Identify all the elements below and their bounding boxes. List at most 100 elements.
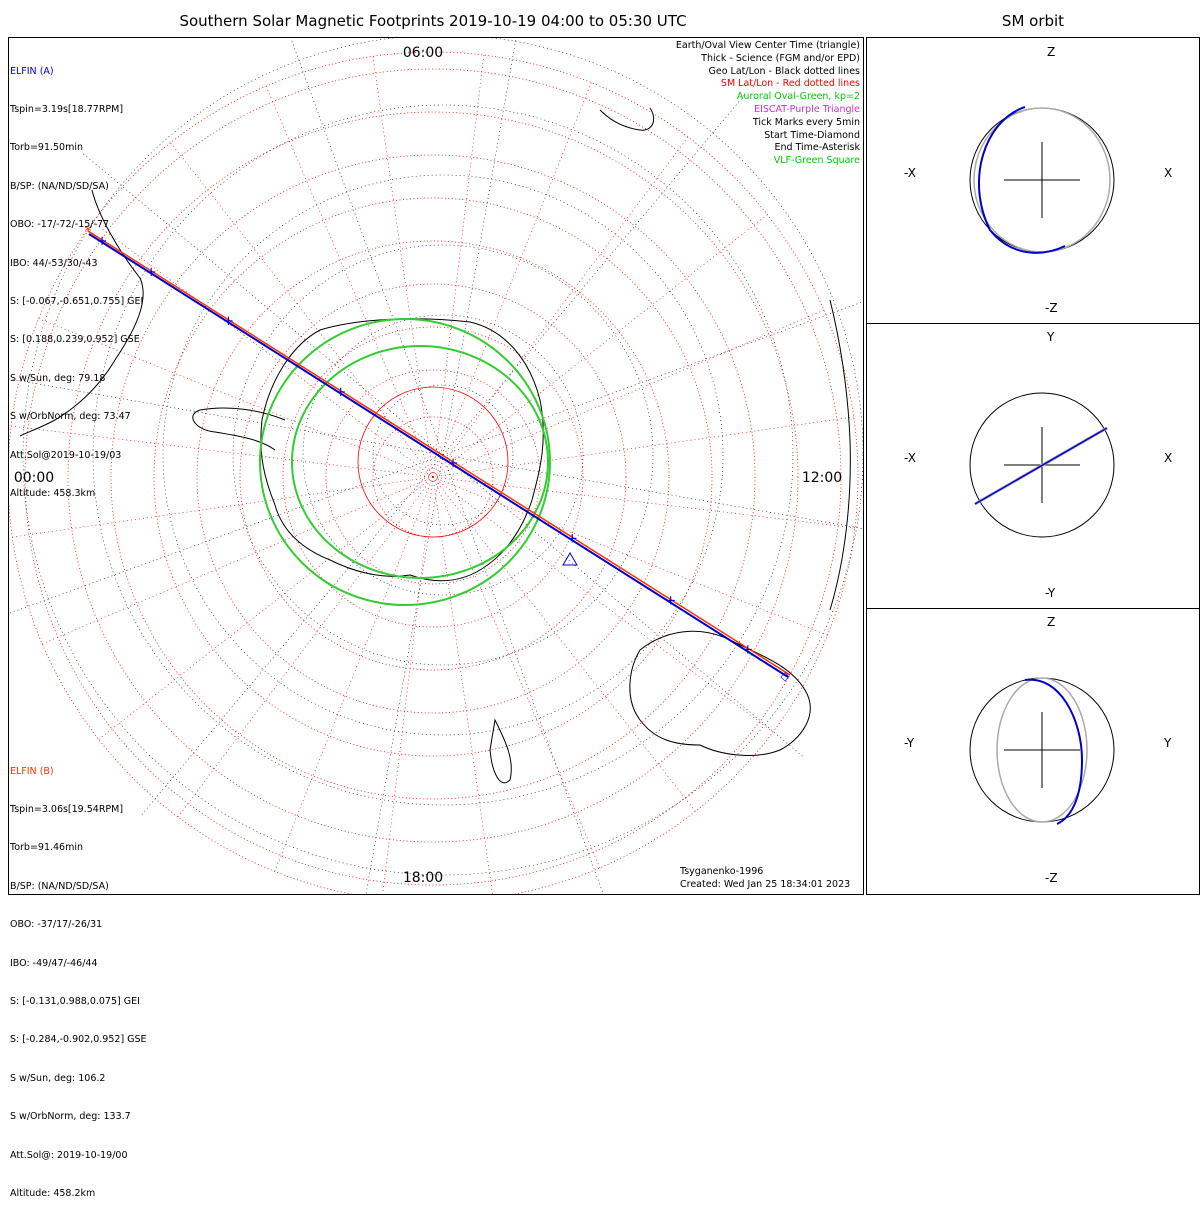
sm-lon-line xyxy=(432,476,855,529)
sm-lon-line xyxy=(265,86,434,478)
legend-entry: Thick - Science (FGM and/or EPD) xyxy=(701,52,860,64)
geo-lat-circle xyxy=(372,384,514,526)
tick-mark: + xyxy=(146,265,157,280)
elfin-a-line: Altitude: 458.3km xyxy=(10,487,96,499)
sm-lon-line xyxy=(432,214,768,478)
sm-lat-circle xyxy=(24,68,842,886)
sm-lon-line xyxy=(382,476,434,894)
elfin-a-line: B/SP: (NA/ND/SD/SA) xyxy=(10,180,109,192)
elfin-b-track xyxy=(87,230,791,676)
elfin-b-name: ELFIN (B) xyxy=(10,765,54,777)
legend: Earth/Oval View Center Time (triangle) T… xyxy=(676,40,860,168)
legend-entry: SM Lat/Lon - Red dotted lines xyxy=(720,78,860,90)
legend-entry: End Time-Asterisk xyxy=(774,142,860,154)
geo-lon-line xyxy=(140,454,444,816)
sm-lat-circle xyxy=(110,154,756,800)
sm-lat-circle xyxy=(153,197,713,757)
antarctica-coastline xyxy=(260,318,544,582)
elfin-b-line: IBO: -49/47/-46/44 xyxy=(10,957,98,969)
tick-mark: + xyxy=(97,234,108,249)
geo-lat-circle xyxy=(162,174,724,736)
elfin-b-line: S: [-0.284,-0.902,0.952] GSE xyxy=(10,1034,147,1046)
sm-lon-line xyxy=(432,309,824,478)
sm-lon-line xyxy=(274,476,434,872)
elfin-a-line: Torb=91.50min xyxy=(10,142,84,154)
australia-coastline xyxy=(629,630,811,756)
geo-lat-circle xyxy=(232,244,654,666)
sm-lon-line xyxy=(177,476,434,818)
elfin-a-line: S w/OrbNorm, deg: 73.47 xyxy=(10,411,131,423)
sm-lon-line xyxy=(38,318,434,478)
elfin-b-line: B/SP: (NA/ND/SD/SA) xyxy=(10,880,109,892)
footprint-map: + + + + + + + + * ◇ 06:00 00:00 12:00 18:00 xyxy=(9,38,863,894)
orbit-panel-xz xyxy=(866,37,1200,324)
sm-lat-circle xyxy=(67,111,799,843)
elfin-a-name: ELFIN (A) xyxy=(10,65,54,77)
mlt-label-right: 12:00 xyxy=(802,470,842,486)
elfin-a-line: Tspin=3.19s[18.77RPM] xyxy=(10,103,124,115)
sm-lon-line xyxy=(432,476,696,812)
sm-lon-line xyxy=(432,476,828,636)
orbit-title: SM orbit xyxy=(1001,12,1065,30)
peninsula-coastline xyxy=(192,407,286,451)
sm-lat-circle xyxy=(196,240,670,714)
geo-lon-line xyxy=(290,38,444,456)
tick-mark: + xyxy=(335,385,346,400)
geo-lon-line xyxy=(442,454,804,758)
elfin-b-line: OBO: -37/17/-26/31 xyxy=(10,919,103,931)
credits: Tsyganenko-1996 Created: Wed Jan 25 18:3… xyxy=(680,866,850,892)
sm-lat-circle xyxy=(372,416,494,538)
elfin-b-line: Att.Sol@: 2019-10-19/00 xyxy=(10,1149,128,1161)
sm-lon-line xyxy=(372,56,434,478)
sm-pole-circle xyxy=(357,386,509,538)
geo-lat-circle xyxy=(92,104,794,806)
sm-lat-circle xyxy=(239,283,627,671)
elfin-b-line: Altitude: 458.2km xyxy=(10,1187,96,1199)
map-boundary xyxy=(9,51,859,894)
auroral-oval-outer xyxy=(259,318,551,606)
geo-lon-line xyxy=(442,38,517,456)
mlt-label-bottom: 18:00 xyxy=(403,870,443,886)
mlt-label-top: 06:00 xyxy=(403,45,443,61)
tick-mark: + xyxy=(223,314,234,329)
sm-lat-circle xyxy=(325,369,541,585)
chart-title: Southern Solar Magnetic Footprints 2019-… xyxy=(179,12,687,30)
sm-lon-line xyxy=(12,476,434,538)
legend-entry: Start Time-Diamond xyxy=(764,129,860,141)
auroral-oval-inner xyxy=(291,345,549,579)
legend-entry: Geo Lat/Lon - Black dotted lines xyxy=(708,65,860,77)
south-america-coastline xyxy=(19,189,144,437)
legend-entry: Tick Marks every 5min xyxy=(752,116,860,128)
start-diamond: ◇ xyxy=(780,669,790,683)
elfin-a-line: IBO: 44/-53/30/-43 xyxy=(10,257,98,269)
mlt-label-left: 00:00 xyxy=(14,470,54,486)
elfin-a-info: ELFIN (A) Tspin=3.19s[18.77RPM] Torb=91.… xyxy=(10,40,143,513)
elfin-b-line: Torb=91.46min xyxy=(10,842,84,854)
sm-lon-line xyxy=(92,221,434,478)
new-zealand-coastline xyxy=(489,718,512,784)
tick-mark: + xyxy=(665,594,676,609)
sm-lon-line xyxy=(432,55,485,478)
created-timestamp: Created: Wed Jan 25 18:34:01 2023 xyxy=(680,878,851,890)
island-coastline xyxy=(599,107,655,131)
elfin-a-line: Att.Sol@2019-10-19/03 xyxy=(10,449,122,461)
sm-lon-line xyxy=(432,476,601,868)
elfin-b-line: S w/OrbNorm, deg: 133.7 xyxy=(10,1111,131,1123)
orbit-panel-xy xyxy=(866,323,1200,609)
elfin-a-line: S w/Sun, deg: 79.18 xyxy=(10,372,106,384)
elfin-b-line: S: [-0.131,0.988,0.075] GEI xyxy=(10,995,140,1007)
elfin-a-line: S: [-0.067,-0.651,0.755] GEI xyxy=(10,295,144,307)
elfin-a-track xyxy=(88,233,789,678)
tick-mark: + xyxy=(448,456,459,471)
end-asterisk: * xyxy=(85,224,92,240)
elfin-b-line: Tspin=3.06s[19.54RPM] xyxy=(10,803,124,815)
geo-lon-line xyxy=(442,301,863,456)
sm-lat-circle xyxy=(282,326,584,628)
sm-lon-line xyxy=(42,476,434,645)
elfin-a-line: S: [0.188,0.239,0.952] GSE xyxy=(10,334,140,346)
africa-coastline xyxy=(829,299,851,611)
model-name: Tsyganenko-1996 xyxy=(680,866,764,877)
elfin-b-info: ELFIN (B) Tspin=3.06s[19.54RPM] Torb=91.… xyxy=(10,740,147,1213)
footprint-map-frame xyxy=(8,37,864,895)
sm-lon-line xyxy=(432,136,689,478)
